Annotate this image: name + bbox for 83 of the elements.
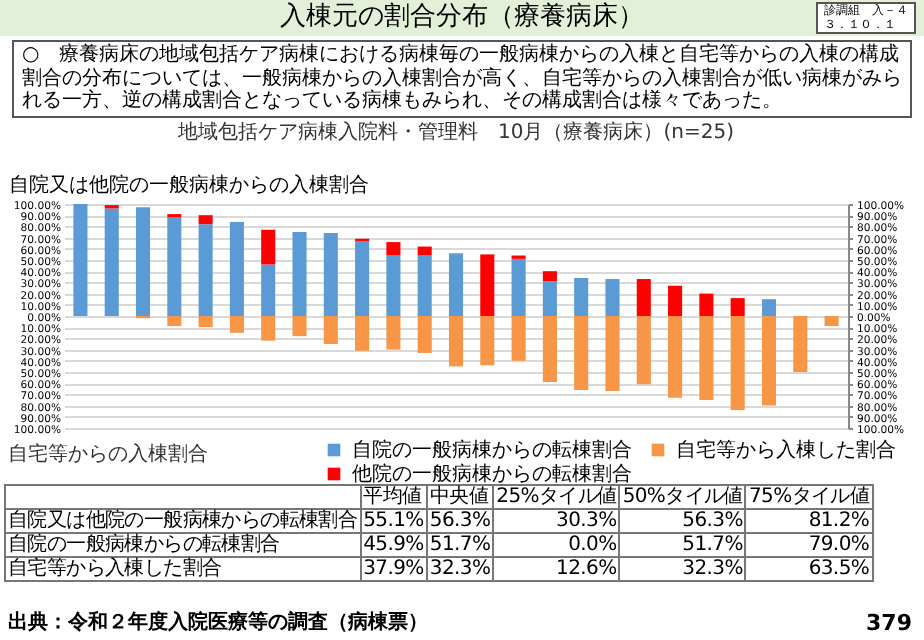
bar <box>448 315 464 366</box>
bar <box>699 315 714 399</box>
bar <box>167 315 182 326</box>
bar <box>355 315 370 350</box>
chart-title: 入棟元の割合分布（療養病床） <box>280 2 644 32</box>
text: ○ 療養病床の地域包括ケア病棟における病棟毎の一般病棟からの入棟と自宅等からの入棟の構成割合の分布については、一般病棟からの入棟割合が高く、自宅等からの入棟割合が低い病棟がみられる一方、逆の構成割合となっている病棟もみられ、その構成割合は様々であった。 <box>12 40 912 117</box>
bar <box>668 315 683 397</box>
source-note: 出典：令和２年度入院医療等の調査（病棟票） <box>8 608 428 636</box>
bar <box>229 315 244 332</box>
bar <box>761 298 777 315</box>
bar <box>292 315 307 336</box>
bar <box>135 206 151 315</box>
text: 25%タイル値 <box>493 484 620 508</box>
text: 自宅等から入棟した割合 <box>5 556 361 580</box>
bar <box>167 216 182 315</box>
bar <box>198 315 213 327</box>
bar <box>668 284 683 315</box>
text: 81.2% <box>745 508 873 532</box>
bar <box>417 315 432 352</box>
bar <box>574 276 589 315</box>
bar <box>542 280 557 315</box>
text: 自院の一般病棟からの転棟割合 <box>5 532 361 556</box>
text: 79.0% <box>745 532 873 556</box>
text: 平均値 <box>360 484 427 508</box>
bar <box>386 241 401 255</box>
bar <box>198 214 213 224</box>
bar <box>229 220 244 315</box>
y-axis-title: 自院又は他院の一般病棟からの入棟割合 <box>9 172 369 196</box>
text: 30.3% <box>493 508 620 532</box>
bar <box>574 315 589 389</box>
bar <box>261 315 276 340</box>
text: 55.1% <box>360 508 427 532</box>
legend-label: 自院の一般病棟からの転棟割合 <box>352 437 632 461</box>
bar <box>480 315 495 365</box>
bar <box>542 315 557 382</box>
bar <box>323 232 338 315</box>
bar <box>73 203 88 315</box>
bar <box>793 315 808 371</box>
bar <box>824 315 839 326</box>
text: 63.5% <box>745 556 873 580</box>
legend-label: 自宅等から入棟した割合 <box>676 437 896 461</box>
bar <box>323 315 338 343</box>
bar <box>636 315 651 384</box>
chart-subtitle: 地域包括ケア病棟入院料・管理料 10月（療養病床）(n=25) <box>176 119 735 143</box>
bar <box>292 231 307 315</box>
bar <box>355 239 370 315</box>
text: 51.7% <box>426 532 494 556</box>
bar <box>480 253 495 315</box>
bar <box>730 315 745 410</box>
text: 45.9% <box>360 532 427 556</box>
text: 75%タイル値 <box>745 484 873 508</box>
bar <box>104 207 119 315</box>
bar <box>511 315 526 360</box>
text: 32.3% <box>619 556 746 580</box>
text: 37.9% <box>360 556 427 580</box>
text: 自宅等からの入棟割合 <box>8 441 208 465</box>
bar <box>417 245 432 255</box>
text: 中央値 <box>426 484 494 508</box>
text: 51.7% <box>619 532 746 556</box>
bar <box>605 278 620 315</box>
bar <box>386 315 401 349</box>
text: 56.3% <box>426 508 494 532</box>
bar <box>417 254 432 315</box>
bar <box>511 257 526 315</box>
text: 0.0% <box>493 532 620 556</box>
bar <box>198 223 213 315</box>
text: 32.3% <box>426 556 494 580</box>
bar <box>261 228 276 264</box>
legend-label: 他院の一般病棟からの転棟割合 <box>352 461 632 485</box>
text: 50%タイル値 <box>619 484 746 508</box>
text: 379 <box>866 610 912 636</box>
bar <box>730 297 745 315</box>
bar <box>761 315 777 405</box>
bar <box>386 254 401 315</box>
bar <box>605 315 620 391</box>
text: 56.3% <box>619 508 746 532</box>
text: 自院又は他院の一般病棟からの転棟割合 <box>5 508 361 532</box>
bar <box>448 252 464 315</box>
bar <box>699 292 714 315</box>
bar <box>636 278 651 315</box>
bar <box>261 263 276 315</box>
text: 12.6% <box>493 556 620 580</box>
bar <box>542 270 557 281</box>
